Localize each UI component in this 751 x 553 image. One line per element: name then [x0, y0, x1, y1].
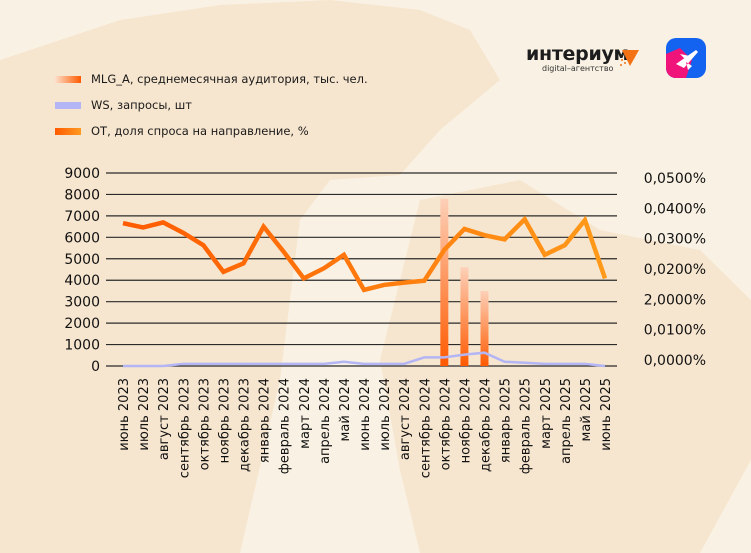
x-axis-tick-label: май 2024 [338, 378, 353, 441]
x-axis-tick-label: июнь 2024 [358, 378, 373, 451]
line-ws [123, 351, 606, 368]
x-axis-tick-label: июль 2024 [378, 378, 393, 451]
x-axis-tick-label: март 2024 [298, 378, 313, 449]
right-axis-tick-label: 0,0200% [644, 262, 706, 278]
logo-text: интериум [526, 43, 629, 65]
right-axis-tick-label: 0,0500% [644, 171, 706, 187]
right-axis-tick-label: 2,0000% [644, 292, 706, 308]
x-axis-tick-label: март 2025 [539, 378, 554, 449]
airplane-app-icon [666, 38, 706, 78]
x-axis-tick-label: февраль 2024 [278, 378, 293, 474]
x-axis-tick-label: декабрь 2024 [479, 378, 494, 472]
left-axis-tick-label: 1000 [64, 338, 100, 354]
left-axis-tick-label: 7000 [64, 209, 100, 225]
left-axis-tick-label: 5000 [64, 252, 100, 268]
legend-label: MLG_A, среднемесячная аудитория, тыс. че… [91, 72, 368, 86]
x-axis-tick-label: октябрь 2023 [197, 378, 212, 470]
legend-item-ot: OT, доля спроса на направление, % [55, 118, 368, 144]
legend-swatch [55, 101, 81, 109]
left-axis-tick-label: 8000 [64, 187, 100, 203]
left-axis-tick-label: 3000 [64, 295, 100, 311]
left-axis-tick-label: 6000 [64, 230, 100, 246]
x-axis-tick-label: декабрь 2023 [238, 378, 253, 472]
x-axis-tick-label: апрель 2024 [318, 378, 333, 464]
right-axis-tick-label: 0,0300% [644, 232, 706, 248]
bar-mlg [460, 267, 469, 366]
left-axis-tick-label: 0 [91, 359, 100, 375]
x-axis-tick-label: сентябрь 2024 [418, 378, 433, 478]
x-axis-tick-label: июнь 2025 [599, 378, 614, 451]
left-axis-tick-label: 4000 [64, 273, 100, 289]
bar-mlg [480, 290, 489, 366]
chart-legend: MLG_A, среднемесячная аудитория, тыс. че… [55, 66, 368, 144]
right-axis-tick-label: 0,0100% [644, 323, 706, 339]
x-axis-tick-label: август 2024 [398, 378, 413, 460]
logo-tagline: digital–агентство [542, 64, 614, 73]
x-axis-tick-label: ноябрь 2023 [217, 378, 232, 463]
x-axis-tick-label: июль 2023 [137, 378, 152, 451]
x-axis-tick-label: апрель 2025 [559, 378, 574, 464]
x-axis-tick-label: октябрь 2024 [438, 378, 453, 470]
legend-label: OT, доля спроса на направление, % [91, 124, 309, 138]
legend-swatch [55, 127, 81, 135]
x-axis-tick-label: январь 2024 [258, 378, 273, 463]
x-axis-tick-label: ноябрь 2024 [458, 378, 473, 463]
x-axis-tick-label: январь 2025 [499, 378, 514, 463]
interium-logo: интериум digital–агентство [526, 43, 639, 73]
x-axis-tick-label: май 2025 [579, 378, 594, 441]
right-axis-tick-label: 0,0400% [644, 201, 706, 217]
left-axis-tick-label: 9000 [64, 166, 100, 182]
x-axis-tick-label: август 2023 [157, 378, 172, 460]
legend-label: WS, запросы, шт [91, 98, 192, 112]
left-axis-tick-label: 2000 [64, 316, 100, 332]
legend-item-ws: WS, запросы, шт [55, 92, 368, 118]
right-axis-tick-label: 0,0000% [644, 353, 706, 369]
bar-mlg [440, 198, 449, 366]
x-axis-tick-label: сентябрь 2023 [177, 378, 192, 478]
logo-triangle-icon [620, 50, 639, 66]
x-axis-tick-label: июнь 2023 [117, 378, 132, 451]
legend-swatch [55, 75, 81, 83]
x-axis-tick-label: февраль 2025 [519, 378, 534, 474]
line-ot [122, 215, 608, 293]
legend-item-mlg: MLG_A, среднемесячная аудитория, тыс. че… [55, 66, 368, 92]
